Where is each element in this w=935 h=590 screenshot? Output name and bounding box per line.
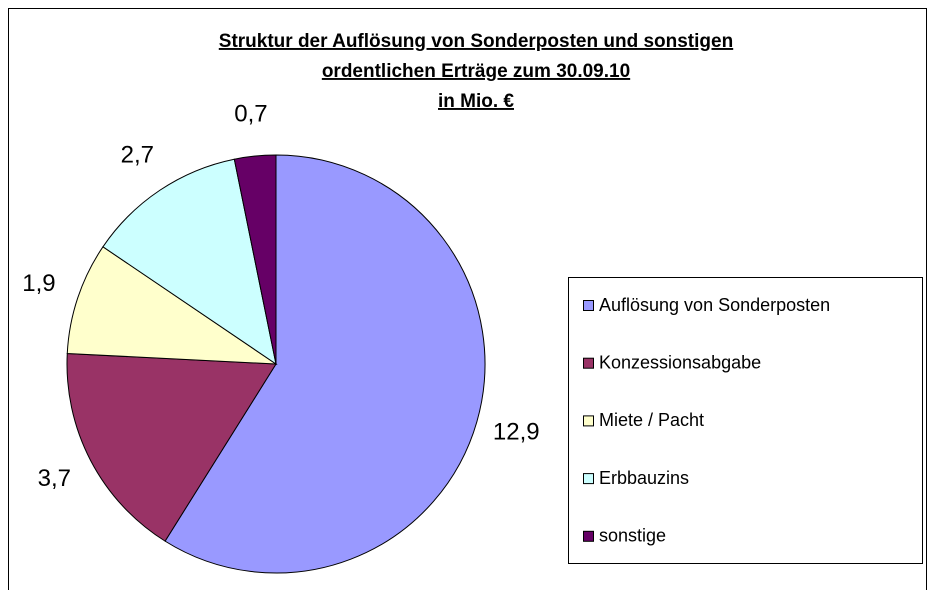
legend-label: Miete / Pacht — [599, 410, 704, 430]
legend-swatch — [583, 357, 594, 369]
chart-title: Struktur der Auflösung von Sonderposten … — [219, 31, 733, 52]
data-label: 0,7 — [234, 101, 267, 128]
data-label: 1,9 — [22, 270, 55, 297]
legend-swatch — [583, 415, 594, 427]
legend-label: Konzessionsabgabe — [599, 352, 761, 372]
legend-swatch — [583, 300, 594, 311]
legend-box — [568, 277, 923, 564]
legend-label: sonstige — [599, 526, 666, 546]
pie-slice — [233, 154, 277, 365]
data-label: 2,7 — [121, 141, 154, 168]
chart-title: ordentlichen Erträge zum 30.09.10 — [322, 61, 630, 82]
legend-label: Erbbauzins — [599, 468, 689, 488]
legend-swatch — [583, 530, 594, 542]
pie-slice — [66, 352, 277, 542]
chart-title: in Mio. € — [438, 91, 514, 112]
pie-slice — [66, 246, 278, 365]
legend-label: Auflösung von Sonderposten — [599, 295, 830, 315]
data-label: 3,7 — [38, 465, 71, 492]
data-label: 12,9 — [493, 418, 540, 445]
pie-slice — [102, 158, 277, 366]
pie-slice — [164, 154, 486, 574]
legend-swatch — [583, 473, 594, 485]
